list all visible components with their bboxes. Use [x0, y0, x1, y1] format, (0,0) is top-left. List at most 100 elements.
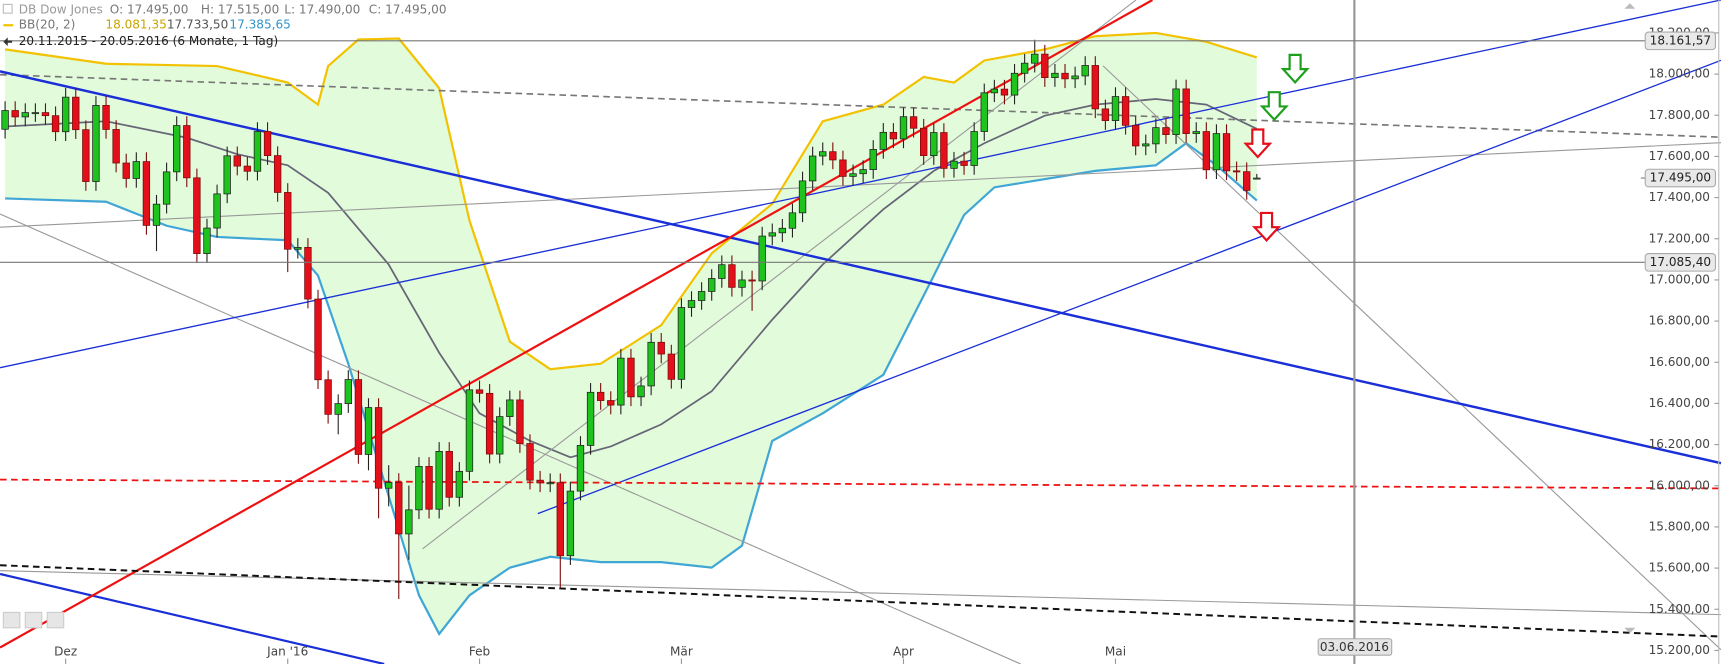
indicator-upper: 18.081,35 — [105, 18, 166, 32]
y-tick-label: 18.000,00 — [1649, 67, 1710, 81]
candle-body — [173, 125, 181, 173]
candle-body — [849, 173, 857, 177]
candle-body — [102, 104, 110, 130]
candle-body — [92, 104, 100, 182]
candle-body — [1222, 133, 1231, 172]
candle-body — [425, 466, 433, 510]
candle-body — [1212, 133, 1221, 171]
candles — [1, 39, 1261, 599]
candle-body — [738, 279, 746, 288]
candle-body — [667, 353, 676, 380]
candle-body — [395, 482, 403, 535]
candle-body — [617, 357, 625, 406]
candle-body — [920, 127, 928, 156]
date-marker-label: 03.06.2016 — [1320, 640, 1389, 654]
candle-body — [465, 389, 474, 472]
candle-body — [586, 391, 595, 446]
candle-body — [869, 149, 877, 170]
y-tick-label: 16.400,00 — [1649, 396, 1710, 410]
y-tick-label: 17.200,00 — [1649, 231, 1710, 245]
candle-body — [1253, 177, 1261, 180]
toolbar-button[interactable] — [2, 611, 21, 629]
candle-body — [768, 232, 776, 237]
arrow-down-signal — [1243, 128, 1273, 159]
trend-line — [0, 0, 1721, 369]
x-tick-label: Dez — [54, 644, 77, 658]
arrow-up-signal — [1280, 53, 1310, 84]
candle-body — [556, 482, 564, 557]
candle-body — [253, 131, 262, 172]
indicator-name: BB(20, 2) — [19, 18, 76, 32]
candle-body — [970, 131, 978, 166]
indicator-middle: 17.733,50 — [167, 18, 228, 32]
toolbar-button[interactable] — [24, 611, 43, 629]
scroll-marker — [1624, 3, 1636, 9]
trend-line — [1102, 65, 1721, 651]
candle-body — [990, 88, 999, 94]
candle-body — [1232, 170, 1241, 173]
x-tick-label: Feb — [469, 644, 490, 658]
x-tick-label: Jan '16 — [266, 644, 308, 658]
candle-body — [354, 379, 363, 455]
candle-body — [1172, 88, 1180, 135]
candle-body — [889, 131, 898, 140]
candle-body — [1031, 53, 1039, 64]
candle-body — [1091, 65, 1099, 110]
toolbar-button[interactable] — [46, 611, 65, 629]
candle-body — [415, 466, 423, 511]
candle-body — [1051, 72, 1059, 78]
candle-body — [41, 112, 50, 117]
candle-body — [758, 235, 766, 282]
y-tick-label: 16.600,00 — [1649, 355, 1710, 369]
candle-body — [960, 160, 968, 166]
date-range: 20.11.2015 - 20.05.2016 (6 Monate, 1 Tag… — [19, 34, 278, 48]
candle-body — [657, 341, 665, 355]
candle-body — [1000, 88, 1009, 96]
candle-body — [859, 169, 867, 175]
candle-body — [11, 110, 19, 118]
candle-body — [637, 385, 645, 398]
ohlc-low: L: 17.490,00 — [284, 2, 360, 16]
y-tick-label: 17.800,00 — [1649, 108, 1710, 122]
range-icon — [3, 37, 13, 47]
candle-body — [1243, 171, 1251, 191]
y-tick-label: 17.400,00 — [1649, 190, 1710, 204]
candle-body — [940, 132, 948, 169]
candle-body — [405, 509, 413, 535]
candle-body — [677, 307, 686, 380]
candle-body — [516, 399, 524, 444]
trend-line — [0, 73, 1721, 139]
price-label: 17.495,00 — [1650, 171, 1711, 185]
candle-body — [1081, 65, 1089, 77]
indicator-lower: 17.385,65 — [229, 18, 290, 32]
candle-body — [304, 247, 312, 300]
ohlc-open: O: 17.495,00 — [110, 2, 189, 16]
candle-body — [687, 300, 696, 308]
y-tick-label: 16.800,00 — [1649, 314, 1710, 328]
candle-body — [1121, 96, 1130, 126]
arrow-up-signal — [1259, 91, 1289, 122]
candle-body — [435, 450, 443, 510]
candle-body — [526, 443, 534, 481]
trend-line — [0, 572, 385, 664]
candle-body — [496, 416, 504, 455]
candle-body — [31, 112, 40, 115]
instrument-name: DB Dow Jones — [19, 2, 103, 16]
candle-body — [142, 161, 151, 226]
candle-body — [1071, 75, 1079, 80]
candle-body — [385, 482, 393, 489]
candle-body — [546, 482, 554, 485]
candle-body — [334, 403, 342, 415]
candle-body — [778, 227, 787, 234]
candle-body — [607, 400, 615, 406]
candle-body — [324, 379, 332, 415]
candle-body — [1182, 88, 1190, 134]
candle-body — [980, 92, 988, 132]
candle-body — [647, 341, 655, 387]
candle-body — [697, 291, 706, 301]
candle-body — [728, 264, 736, 288]
candle-body — [748, 279, 756, 282]
candle-body — [485, 392, 494, 455]
candle-body — [61, 96, 70, 133]
candle-body — [273, 155, 282, 193]
